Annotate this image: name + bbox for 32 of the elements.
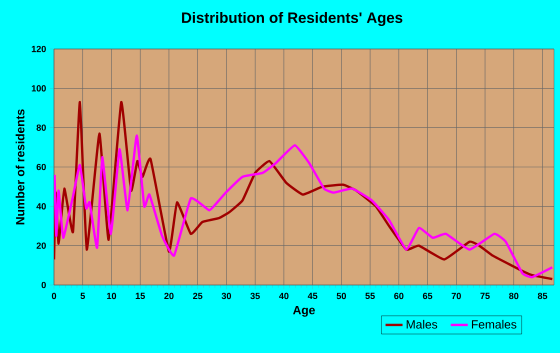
x-tick-label: 25 <box>193 292 202 300</box>
y-tick-label: 20 <box>36 242 46 249</box>
y-tick-label: 80 <box>36 124 46 131</box>
x-tick-label: 40 <box>279 292 289 300</box>
x-tick-label: 45 <box>308 292 318 300</box>
chart-title: Distribution of Residents' Ages <box>182 12 402 26</box>
line-series <box>54 100 554 280</box>
x-tick-label: 15 <box>136 292 145 300</box>
y-axis-title: Number of residents <box>16 109 24 224</box>
x-tick-label: 60 <box>394 292 404 300</box>
x-tick-label: 75 <box>480 292 490 300</box>
x-tick-label: 20 <box>164 292 174 300</box>
y-tick-label: 60 <box>36 164 46 170</box>
y-tick-label: 100 <box>32 85 46 92</box>
x-tick-label: 80 <box>509 292 518 300</box>
x-tick-label: 0 <box>52 292 56 300</box>
legend-label: Males <box>406 320 438 329</box>
x-tick-label: 30 <box>222 292 232 300</box>
y-tick-label: 40 <box>36 203 46 210</box>
x-tick-label: 70 <box>452 292 461 300</box>
x-tick-label: 65 <box>422 292 432 300</box>
x-tick-label: 55 <box>365 292 375 300</box>
x-tick-label: 50 <box>336 292 346 300</box>
x-tick-label: 35 <box>250 292 260 300</box>
y-tick-label: 120 <box>32 46 46 52</box>
y-tick-label: 0 <box>42 282 46 288</box>
legend-label: Females <box>472 320 516 329</box>
x-tick-label: 10 <box>107 292 116 300</box>
x-tick-label: 5 <box>80 292 85 300</box>
x-tick-label: 85 <box>538 292 548 300</box>
line-series <box>54 134 554 278</box>
x-axis-title: Age <box>293 306 315 317</box>
